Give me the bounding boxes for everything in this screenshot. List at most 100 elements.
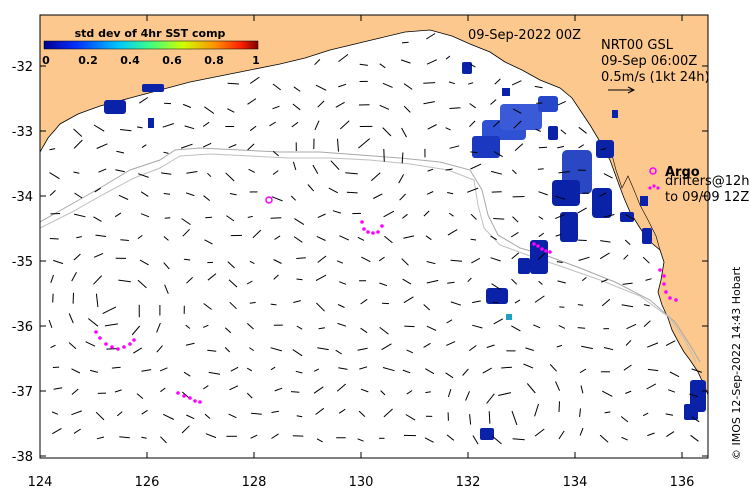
current-vector [577, 327, 586, 329]
current-vector [249, 76, 260, 84]
current-vector [85, 341, 96, 347]
current-vector [120, 129, 132, 132]
isobath-200m [40, 147, 701, 363]
current-vector [625, 214, 635, 220]
current-vector [52, 427, 62, 435]
current-vector [180, 143, 193, 149]
current-vector [601, 298, 611, 307]
current-vector [498, 392, 512, 396]
current-vector [296, 278, 303, 281]
current-vector [269, 121, 276, 127]
current-vector [578, 144, 584, 149]
drifter-position [662, 282, 666, 286]
current-vector [274, 387, 283, 392]
current-vector [535, 128, 541, 132]
current-vector [445, 168, 453, 171]
current-vector [469, 345, 477, 352]
imos-credit: © IMOS 12-Sep-2022 14:43 Hobart [730, 266, 743, 460]
current-vector [247, 215, 253, 218]
current-vector [247, 98, 257, 105]
current-vector [181, 218, 191, 226]
current-vector [208, 371, 221, 375]
current-vector [328, 187, 339, 194]
current-vector [202, 142, 212, 148]
current-vector [246, 280, 253, 285]
current-vector [511, 169, 517, 175]
current-vector [558, 324, 566, 329]
current-vector [381, 343, 392, 351]
current-vector [274, 235, 281, 240]
current-vector [49, 148, 56, 151]
current-vector [493, 318, 504, 325]
current-vector [403, 83, 413, 90]
current-vector [558, 430, 565, 440]
current-vector [116, 150, 125, 154]
current-vector [689, 393, 698, 398]
drifter-legend-line2: to 09/09 12Z [665, 190, 749, 205]
current-vector [136, 393, 144, 399]
current-vector [511, 80, 522, 86]
current-vector [645, 278, 652, 281]
current-vector [406, 349, 414, 354]
current-vector [271, 433, 279, 439]
current-vector [73, 428, 81, 434]
current-vector [114, 212, 122, 218]
current-vector [599, 192, 607, 197]
current-vector [313, 368, 320, 372]
drifter-position [668, 296, 672, 300]
current-vector [511, 410, 518, 426]
current-vector [647, 342, 659, 348]
current-vector [332, 210, 342, 214]
current-vector [401, 127, 407, 138]
current-vector [183, 258, 191, 261]
current-vector [224, 347, 231, 353]
drifter-position [371, 231, 375, 235]
current-vector [379, 327, 389, 335]
argo-legend-marker [649, 167, 657, 175]
current-vector [669, 371, 680, 378]
current-vectors [48, 33, 702, 445]
current-vector [272, 83, 282, 91]
current-vector [621, 436, 628, 441]
current-vector [448, 81, 456, 85]
current-vector [293, 300, 301, 303]
current-vector [401, 41, 409, 44]
current-vector [49, 238, 59, 240]
current-vector [511, 278, 518, 285]
current-vector [538, 232, 545, 238]
current-vector [317, 213, 326, 219]
current-vector [49, 172, 60, 180]
y-tick-label: -32 [12, 60, 33, 75]
current-vector [133, 347, 142, 354]
current-vector [272, 170, 279, 175]
current-vector [603, 173, 613, 179]
current-vector [140, 213, 150, 218]
drifter-position [182, 394, 186, 398]
current-vector [447, 281, 455, 284]
current-vector [203, 324, 209, 328]
current-vector [185, 342, 195, 346]
current-vector [295, 370, 303, 374]
product-name: NRT00 GSL [601, 38, 674, 53]
current-vector [486, 393, 495, 404]
current-vector [76, 236, 82, 239]
current-vector [73, 171, 80, 174]
current-vector [488, 411, 491, 424]
current-vector [96, 436, 105, 440]
current-vector [525, 347, 534, 351]
current-vector [312, 164, 319, 175]
colorbar-tick-label: 0.6 [162, 54, 182, 67]
current-vector [338, 408, 346, 414]
current-vector [625, 339, 632, 346]
current-vector [623, 254, 629, 260]
current-vector [643, 320, 651, 327]
current-vector [501, 366, 512, 369]
current-vector [228, 144, 237, 149]
current-vector [555, 381, 561, 391]
drifter-position [104, 342, 108, 346]
current-vector [665, 413, 674, 416]
current-vector [557, 280, 566, 284]
current-vector [316, 235, 326, 241]
current-vector [185, 324, 191, 329]
current-vector [447, 192, 454, 195]
